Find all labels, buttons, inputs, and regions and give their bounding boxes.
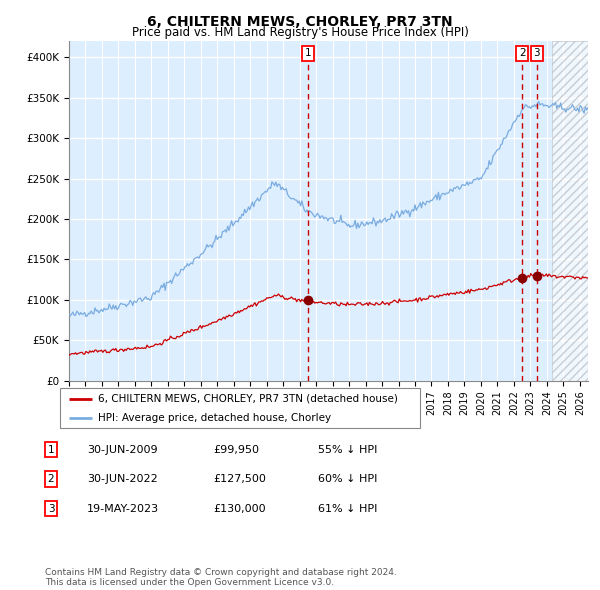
Text: HPI: Average price, detached house, Chorley: HPI: Average price, detached house, Chor… — [98, 413, 331, 422]
Text: 55% ↓ HPI: 55% ↓ HPI — [318, 445, 377, 454]
Text: 2: 2 — [519, 48, 526, 58]
Text: 60% ↓ HPI: 60% ↓ HPI — [318, 474, 377, 484]
Text: Price paid vs. HM Land Registry's House Price Index (HPI): Price paid vs. HM Land Registry's House … — [131, 26, 469, 39]
Text: 1: 1 — [305, 48, 311, 58]
Text: 30-JUN-2009: 30-JUN-2009 — [87, 445, 158, 454]
Text: £99,950: £99,950 — [213, 445, 259, 454]
Text: 2: 2 — [47, 474, 55, 484]
Text: 6, CHILTERN MEWS, CHORLEY, PR7 3TN (detached house): 6, CHILTERN MEWS, CHORLEY, PR7 3TN (deta… — [98, 394, 398, 404]
Bar — [552, 41, 588, 381]
Text: 30-JUN-2022: 30-JUN-2022 — [87, 474, 158, 484]
Text: 3: 3 — [47, 504, 55, 513]
Text: 1: 1 — [47, 445, 55, 454]
Text: 3: 3 — [533, 48, 540, 58]
Text: Contains HM Land Registry data © Crown copyright and database right 2024.
This d: Contains HM Land Registry data © Crown c… — [45, 568, 397, 587]
Text: 19-MAY-2023: 19-MAY-2023 — [87, 504, 159, 513]
Text: £127,500: £127,500 — [213, 474, 266, 484]
FancyBboxPatch shape — [60, 388, 420, 428]
Text: 6, CHILTERN MEWS, CHORLEY, PR7 3TN: 6, CHILTERN MEWS, CHORLEY, PR7 3TN — [147, 15, 453, 29]
Text: £130,000: £130,000 — [213, 504, 266, 513]
Text: 61% ↓ HPI: 61% ↓ HPI — [318, 504, 377, 513]
